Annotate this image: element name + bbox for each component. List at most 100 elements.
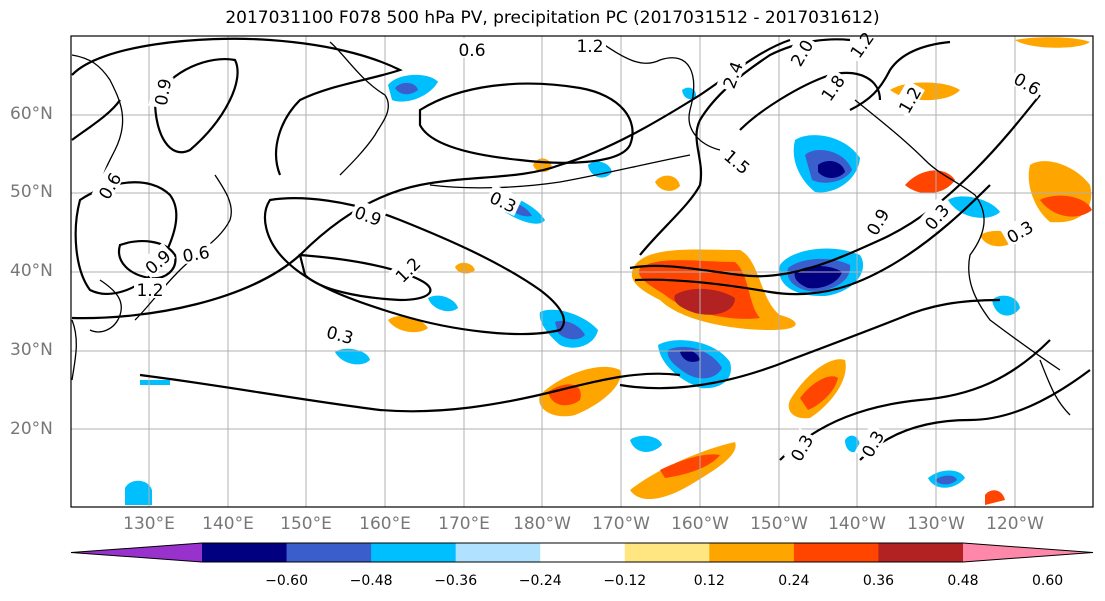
colorbar-segment [624,543,710,562]
contour-label-bg [485,184,523,217]
precip-cool-small3 [335,348,370,365]
contour-label-bg [1000,213,1038,247]
contour-label: 1.2 [576,37,603,57]
colorbar-segment [540,543,626,562]
contour-label-bg [134,278,166,298]
pv-contour-se1 [779,339,1051,461]
lon-label-160E: 160°E [359,514,411,534]
contour-label-bg [388,250,425,287]
precip-warm-se-core [800,376,838,410]
precip-cool-small9 [845,435,860,453]
precip-cool-small5-core [935,475,957,485]
colorbar-tick-label: 0.24 [778,573,810,589]
colorbar-segment [709,543,795,562]
coast-aleutians [429,154,691,189]
lon-label-170E: 170°E [438,514,490,534]
contour-label: 0.9 [152,77,176,107]
colorbar-tick-label: 0.48 [947,573,979,589]
precip-shading [125,37,1092,505]
pv-contour-bowl-inner [298,253,432,302]
precip-cool-small1 [588,161,612,178]
contour-label-bg [813,68,849,106]
pv-contour-bowl [263,197,565,336]
contour-label-bg [350,199,388,229]
lat-label-60: 60°N [10,104,53,124]
pv-contours [71,37,1091,461]
precip-cool-small7 [992,295,1020,316]
lon-label-130E: 130°E [123,514,175,534]
lon-label-180W: 180°W [513,514,571,534]
precip-warm-sw-core [548,384,581,406]
pv-contour-north2 [153,58,239,154]
colorbar-tick-label: 0.36 [862,573,895,589]
contour-label: 1.2 [392,254,425,287]
contour-label-bg [891,80,925,118]
contour-label-bg [574,34,606,54]
contour-label-bg [178,239,214,265]
contour-label: 0.6 [181,243,211,267]
contour-label: 1.2 [136,281,163,301]
precip-warm-small3 [455,262,475,274]
coast-kamchatka [329,41,390,176]
precip-warm-ne [905,170,955,194]
contour-label-bg [138,242,176,279]
coast-northam [854,99,1061,371]
precip-cool-small8 [948,196,1000,218]
lon-label-150W: 150°W [750,514,808,534]
lat-label-40: 40°N [10,261,53,281]
colorbar-outline [70,542,1094,563]
contour-label: 0.3 [921,201,954,235]
contour-label-bg [719,142,757,179]
pv-contour-ridge [619,298,1001,390]
precip-warm-center-peak [674,288,735,315]
contour-label: 1.5 [720,146,754,179]
map-gridlines [71,36,1093,507]
map-frame [70,35,1094,508]
pv-contour-jet4 [634,184,991,296]
pv-contour-ne2 [739,71,882,131]
precip-cool-small4 [630,435,662,452]
lat-label-50: 50°N [10,182,53,202]
lon-label-120W: 120°W [986,514,1044,534]
colorbar-tick-label: −0.12 [603,573,647,589]
pv-contour-jet1 [71,38,791,320]
colorbar-tick-label: −0.24 [518,573,562,589]
pv-contour-south [139,372,681,413]
pv-contour-japan-inner [117,240,177,280]
coast-alaska [599,41,721,151]
contour-label-bg [322,319,359,347]
precip-warm-top [1015,37,1090,48]
lat-label-20: 20°N [10,419,53,439]
coast-korea [89,279,122,333]
colorbar-tick-label: −0.60 [265,573,308,589]
colorbar-segment [202,543,288,562]
colorbar-tick-label: 0.60 [1031,573,1064,589]
precip-warm-s-core [660,454,720,478]
pv-contour-ne [849,40,951,111]
contour-label-bg [859,202,893,240]
colorbar-tick-label: −0.36 [434,573,478,589]
lon-label-150E: 150°E [280,514,332,534]
contour-label: 0.9 [142,246,176,279]
pv-contour-west2 [71,99,121,141]
lon-label-170W: 170°W [592,514,650,534]
pv-contour-west [71,37,403,176]
precip-warm-small5 [985,490,1005,505]
lon-label-140W: 140°W [828,514,886,534]
precip-cool-small6 [125,480,152,505]
lon-label-130W: 130°W [907,514,965,534]
pv-contour-jet3 [629,94,1041,278]
colorbar-segment [455,543,541,562]
precip-warm-small2 [655,175,680,191]
contour-label-bg [148,74,174,110]
lon-label-140E: 140°E [202,514,254,534]
coast-baja [1039,359,1071,416]
precip-cool-small10 [140,380,170,385]
contour-label-bg [854,424,888,462]
colorbar-extend-max [963,543,1093,562]
contour-label: 1.2 [847,29,879,63]
contour-label-bg [842,25,878,63]
pv-contour-se2 [859,369,1091,461]
precip-cool-s-core [680,350,700,362]
